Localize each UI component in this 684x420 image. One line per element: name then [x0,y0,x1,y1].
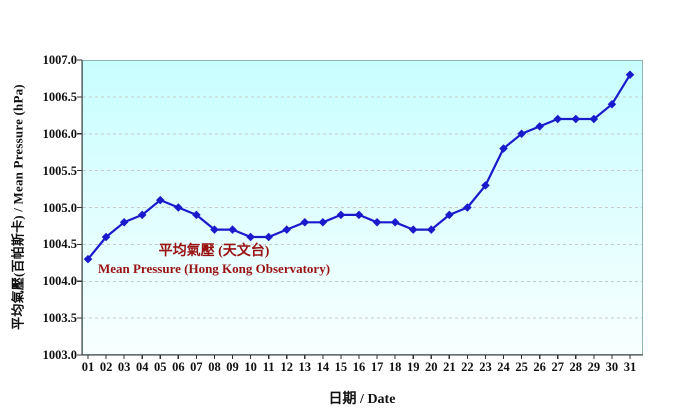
x-tick-label: 07 [190,360,203,374]
data-point-marker [174,203,183,212]
data-point-marker [101,232,111,242]
x-tick-label: 16 [352,360,366,374]
data-point-marker [336,210,346,220]
data-point-marker [318,217,328,227]
x-tick-label: 02 [99,360,113,374]
legend-label-en: Mean Pressure (Hong Kong Observatory) [97,261,331,276]
y-tick-label: 1003.5 [42,311,77,326]
y-tick-label: 1006.5 [42,89,77,104]
x-tick-label: 10 [244,360,257,374]
x-tick-label: 27 [551,360,564,374]
data-point-marker [372,217,382,227]
data-point-marker [155,195,165,205]
y-tick-label: 1005.0 [42,200,77,215]
x-tick-label: 25 [515,360,528,374]
x-tick-label: 11 [262,360,275,374]
x-tick-label: 15 [334,360,348,374]
x-axis-title: 日期 / Date [328,392,396,407]
y-tick-label: 1005.5 [42,163,77,178]
x-tick-label: 03 [117,360,131,374]
data-point-marker [300,217,310,227]
x-tick-label: 19 [406,360,420,374]
data-point-marker [571,114,581,124]
data-point-marker [228,225,237,234]
x-tick-label: 18 [388,360,402,374]
data-point-marker [463,203,472,212]
x-tick-label: 29 [587,360,601,374]
x-tick-label: 21 [443,360,456,374]
data-point-marker [210,225,219,234]
data-point-marker [589,114,599,124]
data-point-marker [83,254,93,264]
y-tick-label: 1004.0 [42,274,77,289]
x-tick-label: 30 [605,360,619,374]
data-point-marker [535,122,544,131]
data-point-marker [246,232,255,242]
x-tick-label: 23 [479,360,492,374]
x-tick-label: 04 [135,360,149,374]
x-tick-label: 08 [208,360,221,374]
x-tick-label: 01 [81,360,95,374]
x-tick-label: 17 [370,360,384,374]
data-point-marker [445,210,454,220]
y-tick-label: 1004.5 [42,237,77,252]
x-tick-label: 20 [425,360,438,374]
data-point-marker [607,99,617,109]
x-tick-label: 12 [280,360,293,374]
data-point-marker [192,210,201,220]
x-tick-label: 31 [623,360,637,374]
x-tick-label: 24 [497,360,510,374]
data-point-marker [625,70,635,80]
x-tick-label: 22 [461,360,474,374]
pressure-line [86,73,632,261]
data-point-marker [137,210,147,220]
data-point-marker [282,225,292,234]
data-point-marker [390,217,400,227]
series-legend: 平均氣壓 (天文台) Mean Pressure (Hong Kong Obse… [80,243,348,277]
data-point-marker [408,225,418,234]
y-tick-label: 1007.0 [42,53,77,67]
data-point-marker [481,181,490,190]
x-tick-label: 05 [154,360,167,374]
data-point-marker [517,129,526,139]
data-point-marker [553,114,563,124]
y-tick-label: 1003.0 [42,348,77,362]
data-point-marker [119,217,129,227]
data-point-marker [354,210,364,220]
y-tick-label: 1006.0 [42,126,77,141]
legend-label-zh: 平均氣壓 (天文台) [158,244,270,259]
x-tick-label: 26 [533,360,546,374]
x-tick-label: 13 [298,360,312,374]
data-point-marker [499,144,508,153]
data-point-marker [426,225,436,234]
x-tick-label: 06 [172,360,185,374]
x-tick-label: 14 [316,360,330,374]
data-point-marker [264,232,273,242]
x-tick-label: 28 [569,360,583,374]
x-tick-label: 09 [226,360,239,374]
